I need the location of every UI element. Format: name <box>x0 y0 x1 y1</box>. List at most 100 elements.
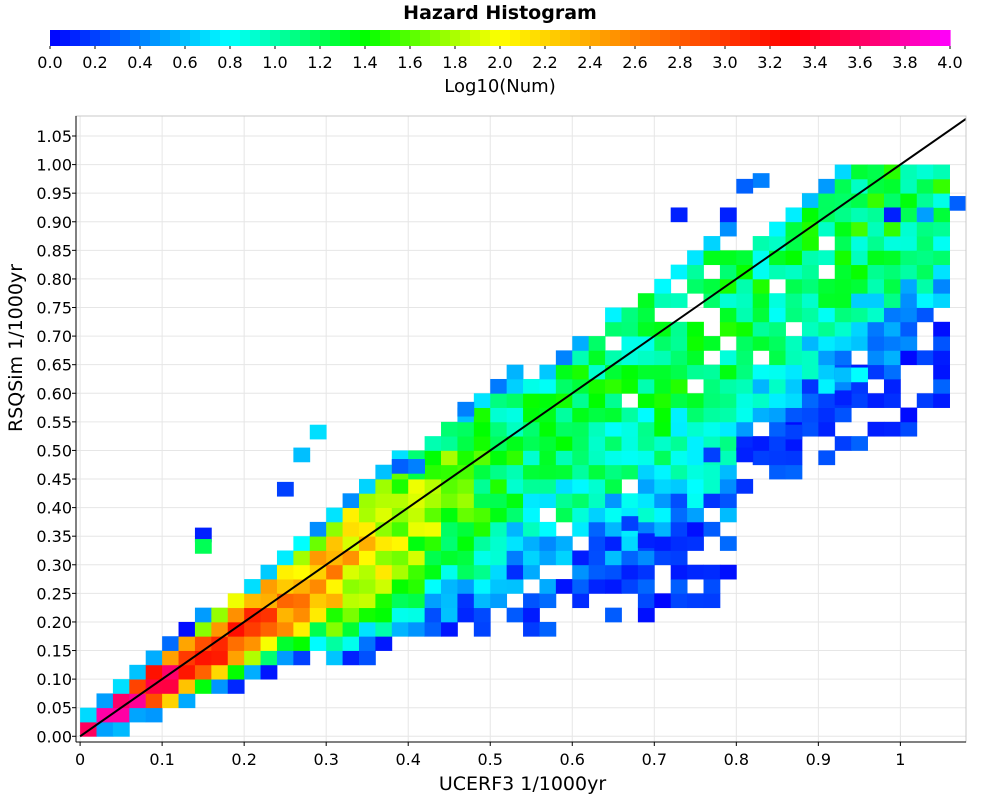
heatmap-cell <box>785 393 803 408</box>
heatmap-cell <box>687 479 704 494</box>
colorbar-segment <box>690 30 701 46</box>
heatmap-cell <box>883 250 901 266</box>
heatmap-cell <box>736 178 754 194</box>
heatmap-cell <box>375 464 393 480</box>
heatmap-cell <box>703 447 721 463</box>
heatmap-cell <box>719 479 737 494</box>
colorbar-segment <box>640 30 651 46</box>
heatmap-cell <box>851 278 868 294</box>
heatmap-cell <box>539 378 557 394</box>
y-tick-label: 0.35 <box>36 527 72 546</box>
heatmap-cell <box>539 521 557 537</box>
heatmap-cell <box>539 479 557 494</box>
heatmap-cell <box>654 378 672 394</box>
heatmap-cell <box>867 364 885 380</box>
heatmap-cell <box>883 336 901 351</box>
colorbar-segment <box>250 30 261 46</box>
heatmap-cell <box>801 250 819 266</box>
colorbar-segment <box>240 30 251 46</box>
heatmap-cell <box>457 521 475 537</box>
heatmap-cell <box>276 607 294 623</box>
heatmap-cell <box>785 307 803 323</box>
heatmap-cell <box>867 350 885 366</box>
heatmap-cell <box>801 378 819 394</box>
heatmap-cell <box>670 293 688 308</box>
heatmap-cell <box>342 493 360 509</box>
heatmap-cell <box>588 436 606 451</box>
heatmap-cell <box>621 350 639 366</box>
heatmap-cell <box>506 436 524 451</box>
heatmap-cell <box>276 481 294 497</box>
heatmap-cell <box>555 450 573 466</box>
colorbar-tick-label: 2.2 <box>532 53 557 72</box>
heatmap-cell <box>818 278 836 294</box>
heatmap-cell <box>637 579 655 594</box>
heatmap-cell <box>818 321 836 337</box>
heatmap-cell <box>358 521 376 537</box>
heatmap-cell <box>96 707 114 723</box>
heatmap-cell <box>703 421 721 437</box>
heatmap-cell <box>490 407 508 423</box>
heatmap-cell <box>851 367 868 383</box>
heatmap-cell <box>276 550 294 566</box>
heatmap-cell <box>736 250 754 266</box>
heatmap-cell <box>424 564 442 580</box>
heatmap-cell <box>145 707 163 723</box>
y-tick-label: 0.60 <box>36 384 72 403</box>
heatmap-cell <box>883 421 901 437</box>
heatmap-cell <box>391 493 409 509</box>
heatmap-cell <box>342 536 360 551</box>
heatmap-cell <box>621 436 639 451</box>
heatmap-cell <box>933 293 950 308</box>
heatmap-cell <box>523 479 540 494</box>
heatmap-cell <box>588 464 606 480</box>
heatmap-cell <box>801 407 819 423</box>
heatmap-cell <box>851 193 868 208</box>
heatmap-cell <box>441 550 458 566</box>
colorbar-segment <box>670 30 681 46</box>
heatmap-cell <box>687 536 704 551</box>
colorbar-segment <box>360 30 371 46</box>
heatmap-cell <box>867 293 885 308</box>
heatmap-cell <box>555 507 573 523</box>
heatmap-cell <box>178 636 196 651</box>
heatmap-cell <box>326 650 343 666</box>
heatmap-cell <box>867 421 885 437</box>
heatmap-cell <box>211 650 229 666</box>
heatmap-cell <box>375 579 393 594</box>
heatmap-cell <box>605 307 622 323</box>
heatmap-cell <box>933 336 950 351</box>
heatmap-cell <box>654 278 672 294</box>
heatmap-cell <box>358 493 376 509</box>
heatmap-cell <box>834 250 852 266</box>
heatmap-cell <box>818 378 836 394</box>
heatmap-cell <box>408 564 426 580</box>
y-tick-label: 0.45 <box>36 470 72 489</box>
heatmap-cell <box>769 407 786 423</box>
heatmap-cell <box>605 464 622 480</box>
heatmap-cell <box>424 507 442 523</box>
colorbar-segment <box>800 30 811 46</box>
heatmap-cell <box>178 693 196 709</box>
heatmap-cell <box>621 407 639 423</box>
y-tick-label: 0.30 <box>36 556 72 575</box>
heatmap-cell <box>834 367 852 383</box>
heatmap-cell <box>178 679 196 694</box>
colorbar-tick-label: 0.4 <box>127 53 152 72</box>
heatmap-cell <box>408 579 426 594</box>
y-tick-label: 0.20 <box>36 613 72 632</box>
heatmap-cell <box>490 479 508 494</box>
heatmap-cell <box>687 421 704 437</box>
heatmap-cell <box>260 664 278 680</box>
heatmap-cell <box>933 321 950 337</box>
heatmap-cell <box>473 421 491 437</box>
colorbar-segment <box>730 30 741 46</box>
heatmap-cell <box>801 350 819 366</box>
heatmap-cell <box>834 193 852 208</box>
y-tick-label: 0.55 <box>36 413 72 432</box>
heatmap-cell <box>719 221 737 237</box>
colorbar-segment <box>180 30 191 46</box>
heatmap-cell <box>867 178 885 194</box>
heatmap-cell <box>818 450 836 466</box>
heatmap-cell <box>621 364 639 380</box>
